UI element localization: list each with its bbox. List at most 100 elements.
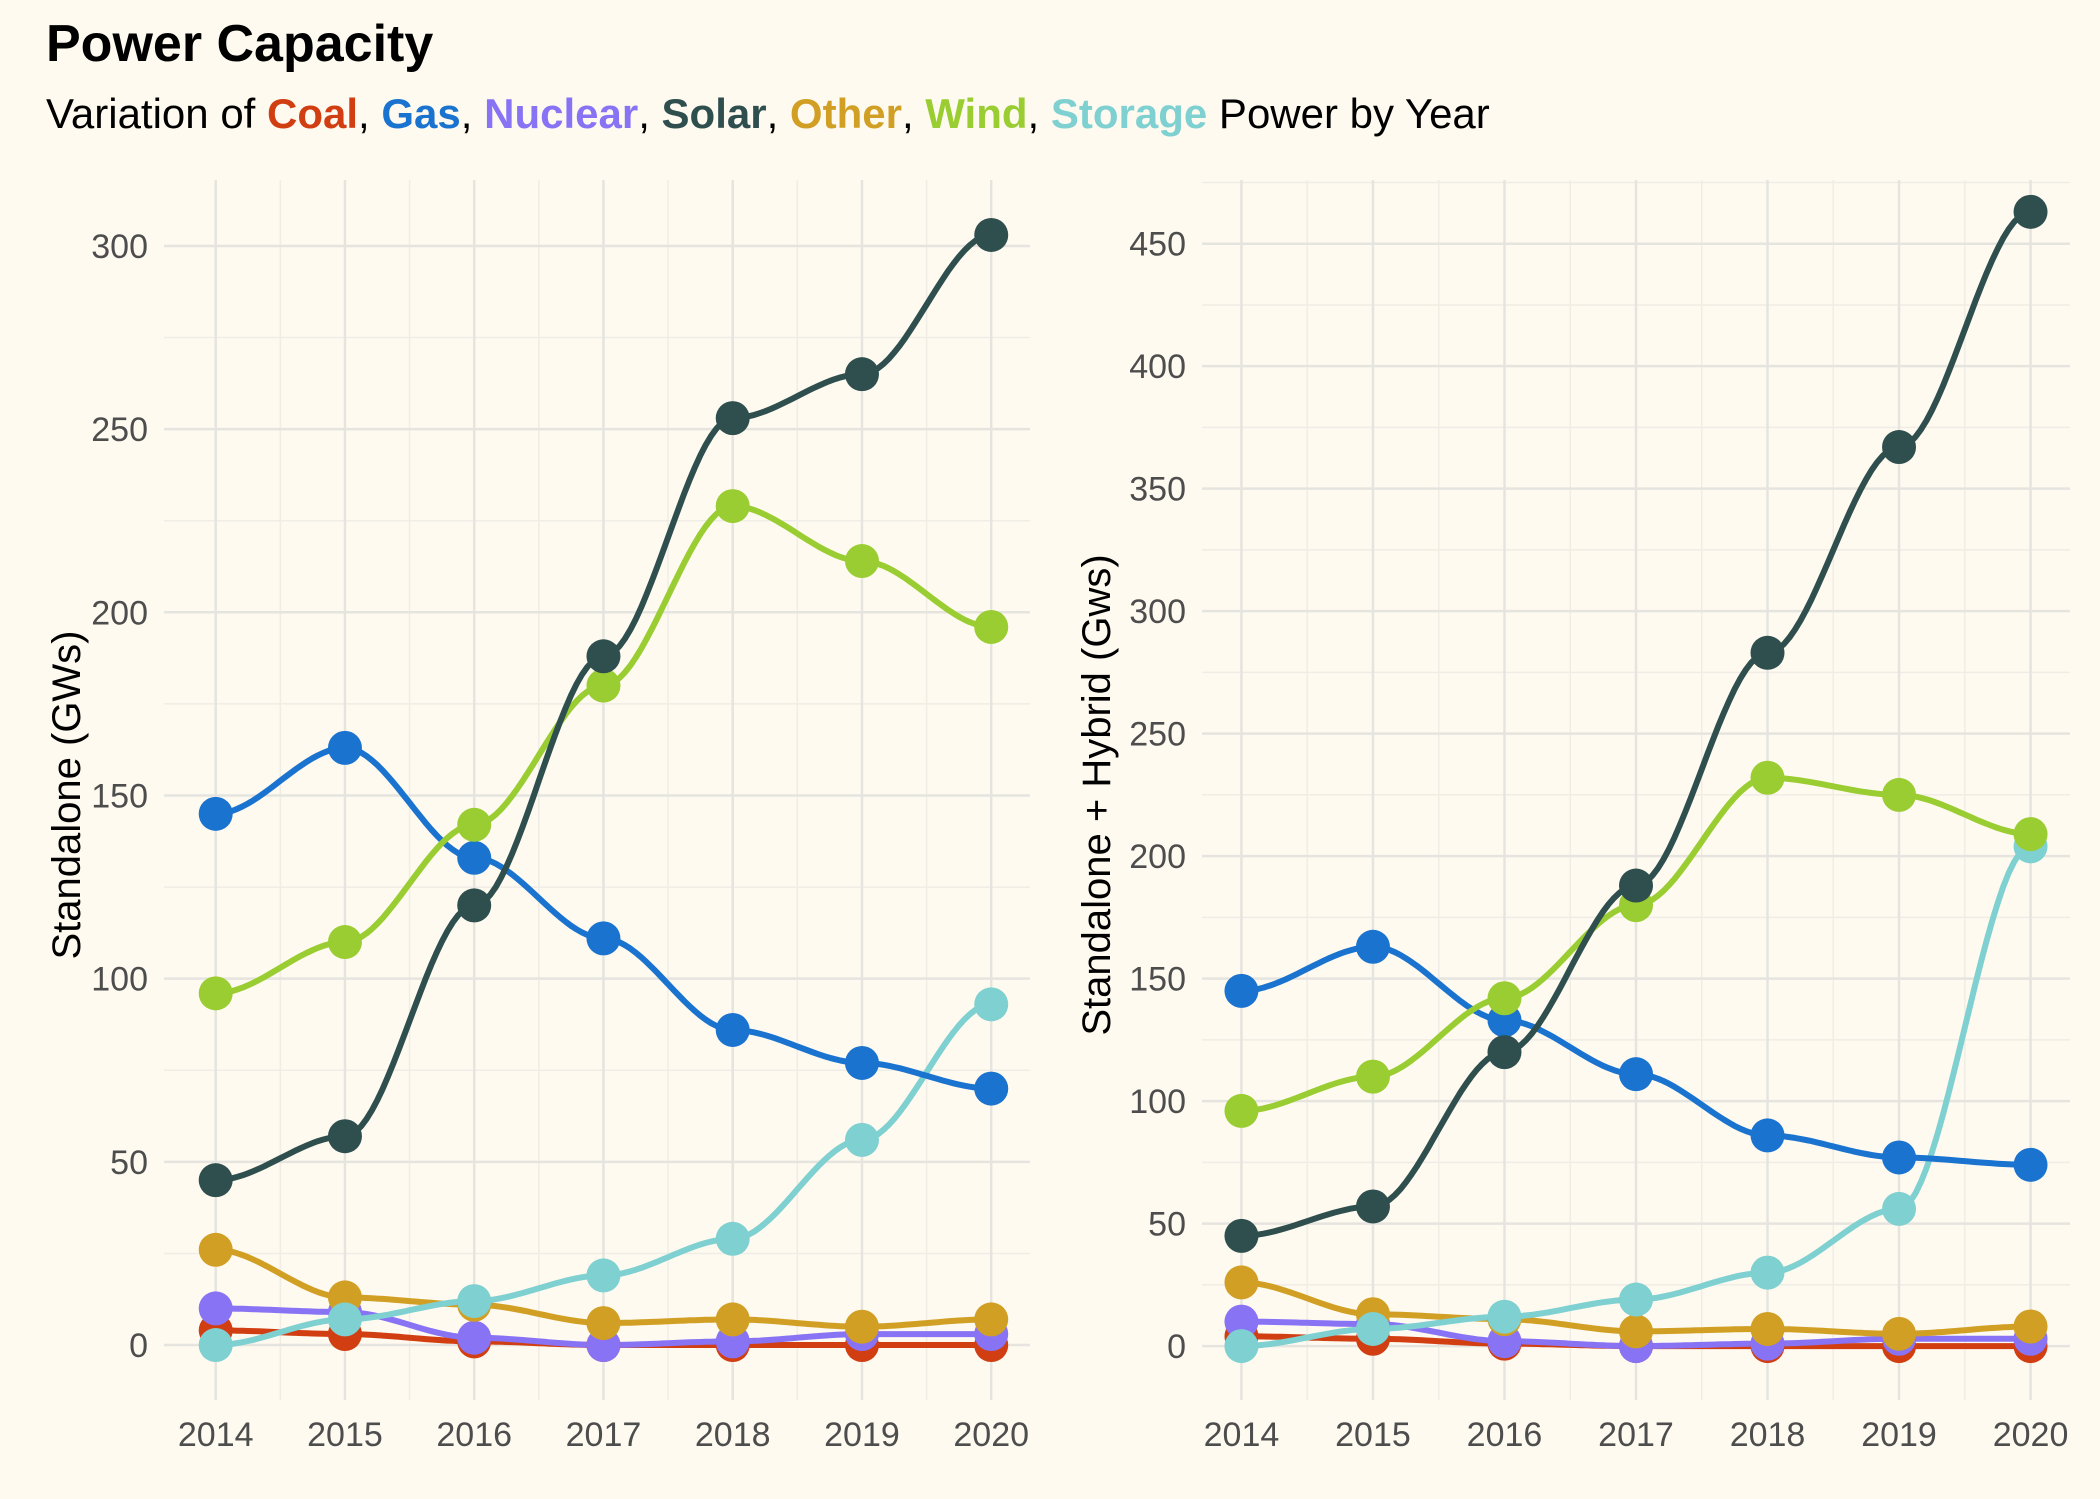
data-point-wind	[715, 489, 750, 524]
x-tick-label: 2017	[566, 1416, 642, 1454]
y-tick-label: 200	[91, 594, 148, 632]
data-point-solar	[586, 639, 621, 674]
data-point-solar	[715, 401, 750, 436]
y-tick-label: 250	[91, 411, 148, 449]
data-point-solar	[1619, 868, 1653, 903]
data-point-wind	[974, 609, 1009, 644]
data-point-other	[198, 1232, 233, 1267]
y-tick-label: 150	[91, 777, 148, 815]
data-point-solar	[327, 1119, 362, 1154]
data-point-gas	[457, 840, 492, 875]
subtitle-keyword-wind: Wind	[925, 90, 1028, 137]
subtitle-prefix: Variation of	[46, 90, 268, 137]
y-tick-label: 50	[110, 1144, 148, 1182]
data-point-wind	[457, 807, 492, 842]
subtitle-keyword-other: Other	[789, 90, 902, 137]
data-point-other	[715, 1302, 750, 1337]
y-axis-title: Standalone (GWs)	[45, 630, 89, 959]
data-point-storage	[327, 1302, 362, 1337]
data-point-other	[1882, 1316, 1917, 1351]
data-point-wind	[2013, 817, 2048, 852]
data-point-nuclear	[198, 1291, 233, 1326]
y-tick-label: 0	[129, 1327, 148, 1365]
x-tick-label: 2018	[695, 1416, 771, 1454]
subtitle-separator: ,	[460, 90, 485, 137]
data-point-storage	[1224, 1329, 1259, 1364]
data-point-storage	[198, 1328, 233, 1363]
subtitle-suffix: Power by Year	[1207, 90, 1490, 137]
chart-title: Power Capacity	[46, 15, 434, 73]
data-point-storage	[974, 987, 1009, 1022]
x-tick-label: 2018	[1730, 1416, 1806, 1454]
y-tick-label: 50	[1148, 1206, 1186, 1244]
data-point-gas	[1750, 1118, 1785, 1153]
data-point-storage	[1355, 1311, 1390, 1346]
y-tick-label: 0	[1167, 1328, 1186, 1366]
data-point-storage	[457, 1284, 492, 1319]
data-point-other	[1224, 1265, 1259, 1300]
data-point-storage	[1750, 1255, 1785, 1290]
data-point-wind	[1355, 1059, 1390, 1094]
data-point-other	[974, 1302, 1009, 1337]
data-point-solar	[844, 357, 879, 392]
data-point-gas	[1224, 973, 1259, 1008]
subtitle-separator: ,	[638, 90, 662, 137]
data-point-wind	[1224, 1093, 1259, 1128]
x-tick-label: 2015	[307, 1416, 383, 1454]
data-point-gas	[1619, 1057, 1653, 1092]
data-point-other	[2013, 1309, 2048, 1344]
y-tick-label: 150	[1129, 961, 1186, 999]
y-tick-label: 350	[1129, 471, 1186, 509]
subtitle-keyword-coal: Coal	[267, 90, 359, 137]
y-tick-label: 400	[1129, 348, 1186, 386]
data-point-gas	[715, 1012, 750, 1047]
y-tick-label: 300	[91, 228, 148, 266]
x-tick-label: 2016	[436, 1416, 512, 1454]
data-point-wind	[1750, 760, 1785, 795]
y-tick-label: 450	[1129, 226, 1186, 264]
data-point-nuclear	[1224, 1304, 1259, 1339]
x-tick-label: 2019	[824, 1416, 900, 1454]
data-point-storage	[586, 1258, 621, 1293]
x-tick-label: 2017	[1598, 1416, 1674, 1454]
data-point-storage	[1619, 1282, 1653, 1317]
data-point-solar	[1882, 430, 1917, 465]
subtitle-keyword-gas: Gas	[381, 90, 461, 137]
data-point-wind	[198, 976, 233, 1011]
data-point-wind	[1487, 981, 1522, 1016]
x-tick-label: 2014	[178, 1416, 254, 1454]
x-tick-label: 2020	[1993, 1416, 2069, 1454]
data-point-storage	[715, 1221, 750, 1256]
data-point-gas	[844, 1045, 879, 1080]
data-point-solar	[1355, 1189, 1390, 1224]
data-point-other	[844, 1309, 879, 1344]
subtitle-separator: ,	[901, 90, 926, 137]
data-point-gas	[327, 730, 362, 765]
data-point-other	[586, 1306, 621, 1341]
data-point-other	[1750, 1311, 1785, 1346]
data-point-storage	[844, 1122, 879, 1157]
data-point-storage	[1487, 1299, 1522, 1334]
subtitle-separator: ,	[1027, 90, 1051, 137]
data-point-wind	[844, 544, 879, 579]
subtitle-keyword-nuclear: Nuclear	[484, 90, 639, 137]
data-point-gas	[1355, 929, 1390, 964]
x-tick-label: 2020	[953, 1416, 1029, 1454]
data-point-wind	[327, 925, 362, 960]
y-tick-label: 100	[91, 961, 148, 999]
x-tick-label: 2016	[1467, 1416, 1543, 1454]
data-point-solar	[2013, 194, 2048, 229]
y-tick-label: 200	[1129, 838, 1186, 876]
data-point-other	[1619, 1314, 1653, 1349]
subtitle-separator: ,	[766, 90, 790, 137]
data-point-solar	[1224, 1218, 1259, 1253]
chart-subtitle: Variation of Coal, Gas, Nuclear, Solar, …	[46, 90, 1490, 138]
x-tick-label: 2019	[1861, 1416, 1937, 1454]
data-point-solar	[1750, 635, 1785, 670]
data-point-gas	[198, 796, 233, 831]
data-point-gas	[586, 921, 621, 956]
y-tick-label: 250	[1129, 716, 1186, 754]
y-tick-label: 100	[1129, 1083, 1186, 1121]
